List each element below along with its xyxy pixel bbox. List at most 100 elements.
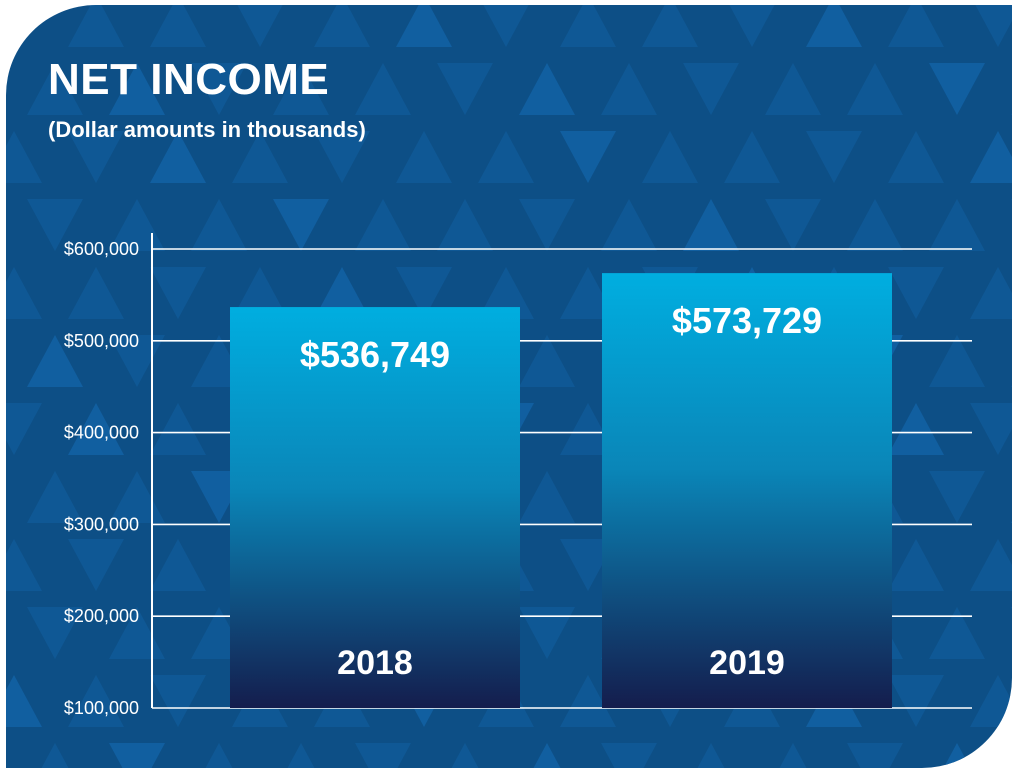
pattern-triangle <box>68 131 124 183</box>
pattern-triangle <box>970 267 1012 319</box>
pattern-triangle <box>779 743 807 768</box>
pattern-triangle <box>68 675 124 727</box>
y-tick-label: $400,000 <box>64 423 139 443</box>
pattern-triangle <box>560 675 616 727</box>
pattern-triangle <box>232 131 288 183</box>
bar-2019 <box>602 273 892 708</box>
pattern-triangle <box>519 63 575 115</box>
pattern-triangle <box>1011 385 1012 387</box>
pattern-triangle <box>806 131 862 183</box>
pattern-triangle <box>273 63 329 115</box>
pattern-triangle <box>970 675 1012 727</box>
pattern-triangle <box>150 5 206 47</box>
pattern-triangle <box>765 199 821 251</box>
pattern-triangle <box>6 675 42 727</box>
pattern-triangle <box>560 5 616 47</box>
pattern-triangle <box>888 131 944 183</box>
pattern-triangle <box>929 607 985 659</box>
chart-title: NET INCOME <box>48 55 330 104</box>
pattern-triangle <box>68 403 124 455</box>
bars <box>230 273 892 708</box>
pattern-triangle <box>888 539 944 591</box>
pattern-triangle <box>888 5 944 47</box>
pattern-triangle <box>729 5 775 47</box>
pattern-triangle <box>150 675 206 727</box>
pattern-triangle <box>355 199 411 251</box>
pattern-triangle <box>888 675 944 727</box>
pattern-triangle <box>478 131 534 183</box>
pattern-triangle <box>642 5 698 47</box>
pattern-triangle <box>232 267 288 319</box>
pattern-triangle <box>1011 113 1012 115</box>
pattern-triangle <box>68 539 124 591</box>
pattern-triangle <box>27 199 83 251</box>
pattern-triangle <box>205 743 233 768</box>
pattern-triangle <box>765 63 821 115</box>
pattern-triangle <box>847 63 903 115</box>
pattern-triangle <box>27 63 83 115</box>
pattern-triangle <box>697 743 725 768</box>
pattern-triangle <box>68 5 124 47</box>
pattern-triangle <box>1011 607 1012 609</box>
pattern-triangle <box>519 199 575 251</box>
y-tick-label: $200,000 <box>64 606 139 626</box>
pattern-triangle <box>237 5 283 47</box>
pattern-triangle <box>943 743 971 768</box>
pattern-triangle <box>27 335 83 387</box>
pattern-triangle <box>970 403 1012 455</box>
bar-value-label: $536,749 <box>300 334 450 375</box>
pattern-triangle <box>929 199 985 251</box>
pattern-triangle <box>314 131 370 183</box>
pattern-triangle <box>109 743 165 768</box>
pattern-triangle <box>1011 199 1012 201</box>
pattern-triangle <box>355 743 411 768</box>
pattern-triangle <box>6 403 42 455</box>
labels: $536,749 2018 $573,729 2019 <box>300 300 822 682</box>
pattern-triangle <box>929 471 985 523</box>
chart-subtitle: (Dollar amounts in thousands) <box>48 117 366 142</box>
chart-card: $100,000 $200,000 $300,000 $400,000 $500,000… <box>6 5 1012 768</box>
pattern-triangle <box>41 743 69 768</box>
pattern-triangle <box>519 607 575 659</box>
pattern-triangle <box>1011 521 1012 523</box>
category-label: 2018 <box>337 644 413 682</box>
pattern-triangle <box>191 199 247 251</box>
pattern-triangle <box>970 131 1012 183</box>
pattern-triangle <box>806 5 862 47</box>
pattern-triangle <box>109 63 165 115</box>
pattern-triangle <box>642 131 698 183</box>
pattern-triangle <box>888 267 944 319</box>
pattern-triangle <box>929 335 985 387</box>
pattern-triangle <box>6 131 42 183</box>
pattern-triangle <box>27 607 83 659</box>
pattern-triangle <box>396 5 452 47</box>
pattern-triangle <box>975 5 1012 47</box>
pattern-triangle <box>273 199 329 251</box>
pattern-triangle <box>6 539 42 591</box>
bar-value-label: $573,729 <box>672 300 822 341</box>
pattern-triangle <box>27 471 83 523</box>
pattern-triangle <box>191 63 247 115</box>
pattern-triangle <box>150 539 206 591</box>
pattern-triangle <box>601 743 657 768</box>
pattern-triangle <box>519 335 575 387</box>
pattern-triangle <box>68 267 124 319</box>
pattern-triangle <box>314 267 370 319</box>
pattern-triangle <box>150 403 206 455</box>
pattern-triangle <box>601 63 657 115</box>
pattern-triangle <box>560 131 616 183</box>
pattern-triangle <box>683 63 739 115</box>
pattern-triangle <box>355 63 411 115</box>
pattern-triangle <box>314 5 370 47</box>
pattern-triangle <box>287 743 315 768</box>
pattern-triangle <box>150 131 206 183</box>
category-label: 2019 <box>709 644 785 682</box>
pattern-triangle <box>929 63 985 115</box>
pattern-triangle <box>683 199 739 251</box>
y-tick-label: $300,000 <box>64 514 139 534</box>
pattern-triangle <box>970 539 1012 591</box>
pattern-triangle <box>150 267 206 319</box>
y-tick-label: $500,000 <box>64 331 139 351</box>
pattern-triangle <box>847 743 903 768</box>
pattern-triangle <box>601 199 657 251</box>
